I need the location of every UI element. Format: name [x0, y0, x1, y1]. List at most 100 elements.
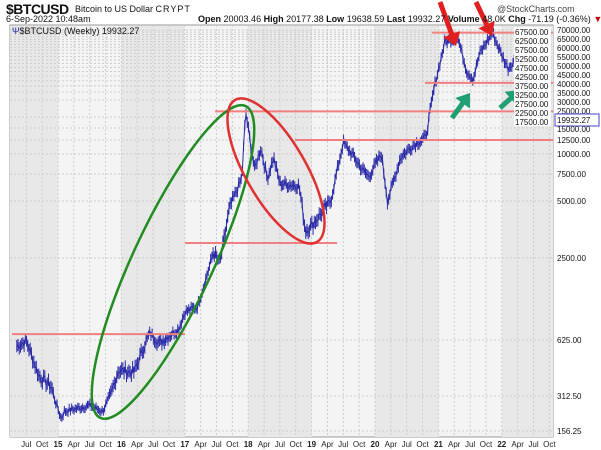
- year-band: [248, 26, 312, 437]
- volume-value: 48.0K: [482, 14, 506, 24]
- x-tick-label: 18: [244, 440, 253, 449]
- y-tick-label: 30000.00: [557, 98, 591, 107]
- year-band: [10, 26, 58, 437]
- y-tick-label: 156.25: [557, 427, 582, 436]
- y-tick-label: 7500.00: [557, 170, 586, 179]
- y-label-background: [514, 36, 551, 46]
- timestamp: 6-Sep-2022 10:48am: [6, 14, 91, 24]
- y-tick-label: 32500.00: [515, 91, 549, 100]
- x-tick-label: 20: [371, 440, 380, 449]
- x-tick-label: Oct: [290, 440, 303, 449]
- red-ellipse: [226, 97, 326, 245]
- x-tick-label: Oct: [416, 440, 429, 449]
- y-tick-label: 65000.00: [557, 35, 591, 44]
- x-tick-label: 22: [497, 440, 506, 449]
- y-tick-label: 10000.00: [557, 150, 591, 159]
- x-tick-label: Jul: [528, 440, 538, 449]
- high-label: High: [263, 14, 284, 24]
- y-label-background: [514, 117, 551, 127]
- ohlc-bar: Open 20003.46 High 20177.38 Low 19638.59…: [198, 14, 601, 24]
- arrow-icon: [449, 98, 467, 120]
- x-tick-label: Apr: [385, 440, 398, 449]
- x-tick-label: Apr: [258, 440, 271, 449]
- line-legend-icon: Ψ: [12, 26, 20, 36]
- x-tick-label: Apr: [448, 440, 461, 449]
- y-tick-label: 22500.00: [515, 109, 549, 118]
- y-tick-label: 47500.00: [515, 64, 549, 73]
- x-tick-label: Oct: [99, 440, 112, 449]
- y-tick-label: 15000.00: [557, 125, 591, 134]
- x-tick-label: Jul: [402, 440, 412, 449]
- name-text: Bitcoin to US Dollar: [75, 4, 154, 14]
- y-tick-label: 25000.00: [557, 107, 591, 116]
- x-tick-label: Oct: [163, 440, 176, 449]
- x-tick-label: Jul: [465, 440, 475, 449]
- y-label-background: [514, 45, 551, 55]
- x-tick-label: 15: [54, 440, 63, 449]
- y-tick-label: 40000.00: [557, 80, 591, 89]
- x-tick-label: Apr: [68, 440, 81, 449]
- year-band: [375, 26, 439, 437]
- symbol: $BTCUSD: [6, 1, 69, 17]
- last-value-label: 19932.27: [557, 116, 591, 125]
- x-tick-label: Jul: [148, 440, 158, 449]
- legend-text: $BTCUSD (Weekly) 19932.27: [19, 26, 140, 36]
- y-label-background: [514, 27, 551, 37]
- x-tick-label: Oct: [226, 440, 239, 449]
- y-tick-label: 70000.00: [557, 26, 591, 35]
- last-value: 19932.27: [407, 14, 446, 24]
- security-name: Bitcoin to US Dollar CRYPT: [75, 4, 191, 14]
- x-tick-label: Jul: [21, 440, 31, 449]
- x-tick-label: Jul: [338, 440, 348, 449]
- x-tick-label: Oct: [353, 440, 366, 449]
- x-tick-label: Apr: [321, 440, 334, 449]
- y-label-background: [514, 63, 551, 73]
- y-tick-label: 50000.00: [557, 62, 591, 71]
- x-tick-label: Oct: [543, 440, 556, 449]
- down-triangle-icon: ▼: [593, 14, 601, 24]
- volume-label: Volume: [447, 14, 480, 24]
- y-tick-label: 45000.00: [557, 71, 591, 80]
- open-value: 20003.46: [223, 14, 262, 24]
- arrow-head-icon: [443, 31, 461, 46]
- x-tick-label: Jul: [85, 440, 95, 449]
- brand: @StockCharts.com: [497, 4, 575, 14]
- y-tick-label: 35000.00: [557, 89, 591, 98]
- x-tick-label: 21: [434, 440, 443, 449]
- green-ellipse: [90, 103, 256, 421]
- x-tick-label: Apr: [131, 440, 144, 449]
- y-label-background: [514, 72, 551, 82]
- chart-legend: Ψ$BTCUSD (Weekly) 19932.27: [12, 26, 139, 36]
- arrow-head-icon: [455, 93, 470, 109]
- x-tick-label: 16: [117, 440, 126, 449]
- x-tick-label: Apr: [511, 440, 524, 449]
- y-label-background: [514, 81, 551, 91]
- x-tick-label: 19: [307, 440, 316, 449]
- y-tick-label: 67500.00: [515, 28, 549, 37]
- last-value-box: [554, 113, 600, 127]
- y-label-background: [514, 90, 551, 100]
- y-tick-label: 312.50: [557, 392, 582, 401]
- low-value: 19638.59: [346, 14, 385, 24]
- y-tick-label: 12500.00: [557, 136, 591, 145]
- arrow-head-icon: [478, 20, 495, 36]
- x-tick-label: Jul: [275, 440, 285, 449]
- chg-label: Chg: [508, 14, 526, 24]
- y-tick-label: 42500.00: [515, 73, 549, 82]
- y-tick-label: 62500.00: [515, 37, 549, 46]
- y-tick-label: 5000.00: [557, 197, 586, 206]
- x-tick-label: 17: [180, 440, 189, 449]
- y-tick-label: 57500.00: [515, 46, 549, 55]
- y-tick-label: 37500.00: [515, 82, 549, 91]
- low-label: Low: [326, 14, 345, 24]
- y-tick-label: 52500.00: [515, 55, 549, 64]
- y-tick-label: 27500.00: [515, 100, 549, 109]
- x-tick-label: Apr: [194, 440, 207, 449]
- x-tick-label: Oct: [480, 440, 493, 449]
- last-label: Last: [386, 14, 406, 24]
- open-label: Open: [198, 14, 222, 24]
- arrow-icon: [473, 0, 491, 29]
- y-tick-label: 625.00: [557, 336, 582, 345]
